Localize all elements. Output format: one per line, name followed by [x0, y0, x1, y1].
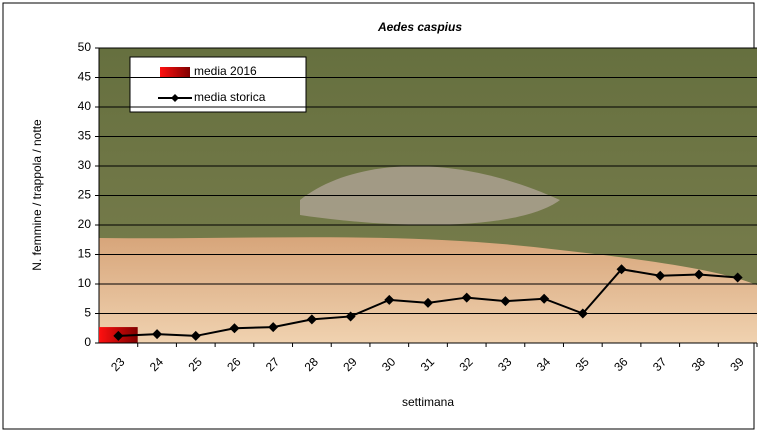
point	[616, 264, 627, 275]
point	[190, 330, 201, 341]
photo-skin	[99, 237, 757, 343]
point	[539, 293, 550, 304]
point	[423, 297, 433, 308]
point	[500, 296, 511, 307]
point	[655, 270, 666, 281]
y-tick-label: 25	[78, 188, 92, 202]
legend-swatch	[160, 67, 190, 77]
point	[577, 308, 588, 319]
legend-label: media 2016	[194, 64, 257, 78]
legend	[129, 56, 307, 113]
point	[268, 322, 279, 333]
y-tick-label: 5	[84, 306, 91, 320]
legend-label: media storica	[194, 90, 266, 104]
point	[152, 329, 163, 340]
point	[229, 323, 240, 334]
y-tick-label: 30	[78, 158, 92, 172]
chart-title: Aedes caspius	[377, 20, 462, 34]
legend-marker	[171, 94, 179, 102]
y-tick-label: 10	[78, 276, 92, 290]
y-tick-label: 35	[78, 129, 92, 143]
y-tick-label: 15	[78, 247, 92, 261]
x-axis-label: settimana	[402, 395, 454, 409]
point	[384, 294, 395, 305]
y-tick-label: 45	[78, 70, 92, 84]
y-tick-label: 40	[78, 99, 92, 113]
point	[345, 311, 356, 322]
point	[113, 330, 124, 341]
y-axis-label: N. femmine / trappola / notte	[30, 119, 44, 271]
y-tick-label: 20	[78, 217, 92, 231]
point	[732, 272, 743, 283]
y-tick-label: 50	[78, 40, 92, 54]
point	[461, 292, 472, 303]
point	[693, 269, 704, 280]
y-tick-label: 0	[84, 335, 91, 349]
point	[306, 314, 317, 325]
